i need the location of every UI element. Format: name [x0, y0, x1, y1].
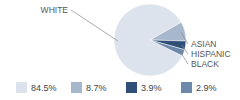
- pie-slice: [150, 40, 185, 56]
- chart: WHITE ASIANHISPANICBLACK 84.5% 8.7% 3.9% 2.9%: [0, 0, 240, 100]
- data-label: 84.5%: [31, 83, 57, 93]
- callouts: WHITE ASIANHISPANICBLACK: [41, 5, 231, 69]
- legend-swatch: [71, 82, 82, 93]
- leader-line: [180, 51, 188, 64]
- category-label: ASIAN: [191, 39, 217, 49]
- leader-line: [181, 32, 188, 44]
- category-label: WHITE: [41, 5, 69, 15]
- leader-line: [182, 45, 188, 54]
- pie-slice: [150, 22, 186, 41]
- data-label: 8.7%: [86, 83, 107, 93]
- leader-line: [71, 10, 118, 41]
- data-label: 3.9%: [141, 83, 162, 93]
- data-label: 2.9%: [196, 83, 217, 93]
- pie: [114, 4, 186, 76]
- legend-swatch: [16, 82, 27, 93]
- category-label: HISPANIC: [191, 49, 231, 59]
- legend: 84.5% 8.7% 3.9% 2.9%: [16, 82, 217, 93]
- category-label: BLACK: [191, 59, 219, 69]
- legend-swatch: [126, 82, 137, 93]
- legend-swatch: [181, 82, 192, 93]
